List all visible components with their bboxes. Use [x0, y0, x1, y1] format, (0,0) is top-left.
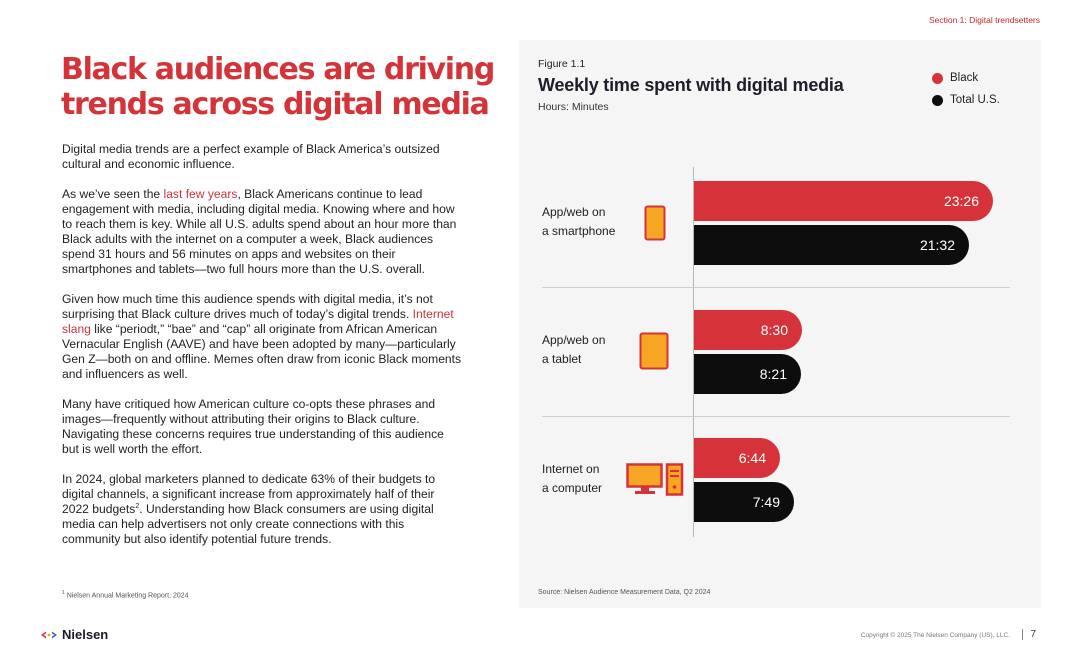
computer-icon — [626, 463, 684, 496]
section-label: Section 1: Digital trendsetters — [928, 15, 1040, 25]
paragraph-4: Many have critiqued how American culture… — [62, 397, 444, 456]
paragraph-1: Digital media trends are a perfect examp… — [62, 142, 440, 171]
footer-divider — [1022, 629, 1023, 640]
category-label-line: App/web on — [542, 333, 606, 347]
last-few-years-link[interactable]: last few years — [163, 187, 238, 201]
footnote-number: 1 — [62, 590, 65, 596]
legend-swatch-total — [932, 94, 943, 106]
category-label-line: a smartphone — [542, 224, 616, 238]
paragraph-5-rest: . Understanding how Black consumers are … — [62, 502, 434, 546]
category-divider — [542, 416, 1010, 417]
body-text: Digital media trends are a perfect examp… — [62, 142, 462, 562]
tablet-icon — [639, 332, 669, 370]
paragraph-2-intro: As we’ve seen the — [62, 187, 164, 201]
bar-black-computer: 6:44 — [694, 438, 780, 478]
nielsen-logo[interactable]: Nielsen — [40, 627, 108, 642]
paragraph-5-intro: In 2024, global marketers planned to ded… — [62, 472, 436, 516]
data-label: 23:26 — [943, 193, 979, 209]
category-label-smartphone: App/web on a smartphone — [542, 203, 615, 241]
data-label: 6:44 — [738, 450, 766, 466]
data-label: 8:21 — [759, 366, 787, 382]
legend-item-total: Total U.S. — [932, 89, 1000, 111]
legend-label-black: Black — [950, 72, 979, 84]
figure-number: Figure 1.1 — [538, 58, 586, 70]
legend-swatch-black — [932, 72, 943, 84]
chart-subtitle: Hours: Minutes — [538, 101, 609, 113]
paragraph-3-rest: like “periodt,” “bae” and “cap” all orig… — [62, 322, 462, 381]
data-label: 8:30 — [760, 322, 788, 338]
bar-total-tablet: 8:21 — [694, 354, 801, 394]
legend-item-black: Black — [932, 67, 1000, 89]
paragraph-3-intro: Given how much time this audience spends… — [62, 292, 433, 321]
smartphone-icon — [644, 205, 666, 241]
footnote: 1 Nielsen Annual Marketing Report, 2024 — [62, 590, 189, 599]
legend-label-total: Total U.S. — [950, 94, 1000, 106]
page-number: 7 — [1030, 629, 1036, 640]
category-label-line: Internet on — [542, 462, 600, 476]
copyright: Copyright © 2025 The Nielsen Company (US… — [860, 632, 1010, 639]
bar-black-smartphone: 23:26 — [694, 181, 993, 221]
category-label-line: a tablet — [542, 352, 582, 366]
category-label-line: a computer — [542, 481, 603, 495]
chart-legend: Black Total U.S. — [932, 67, 1000, 111]
page-title: Black audiences are driving trends acros… — [61, 52, 495, 122]
category-label-computer: Internet on a computer — [542, 460, 602, 498]
category-label-tablet: App/web on a tablet — [542, 331, 605, 369]
chart-title: Weekly time spent with digital media — [538, 75, 844, 95]
bar-total-smartphone: 21:32 — [694, 225, 969, 265]
chart-panel: Figure 1.1 Weekly time spent with digita… — [519, 40, 1041, 608]
bar-total-computer: 7:49 — [694, 482, 794, 522]
paragraph-2: As we’ve seen the last few years, Black … — [62, 187, 462, 277]
footnote-text: Nielsen Annual Marketing Report, 2024 — [64, 592, 189, 600]
bar-black-tablet: 8:30 — [694, 310, 802, 350]
internet-slang-link[interactable]: Internet slang — [62, 307, 454, 336]
chart-axis-line — [693, 167, 694, 537]
footnote-ref: 2 — [135, 502, 140, 510]
category-label-line: App/web on — [542, 205, 606, 219]
logo-text: Nielsen — [62, 627, 109, 642]
paragraph-2-rest: , Black Americans continue to lead engag… — [62, 187, 457, 276]
data-label: 7:49 — [752, 494, 780, 510]
paragraph-5: In 2024, global marketers planned to ded… — [62, 472, 462, 547]
data-label: 21:32 — [919, 237, 955, 253]
category-divider — [542, 287, 1010, 288]
paragraph-3: Given how much time this audience spends… — [62, 292, 462, 382]
nielsen-logo-icon — [41, 631, 57, 638]
chart-source: Source: Nielsen Audience Measurement Dat… — [538, 589, 711, 596]
